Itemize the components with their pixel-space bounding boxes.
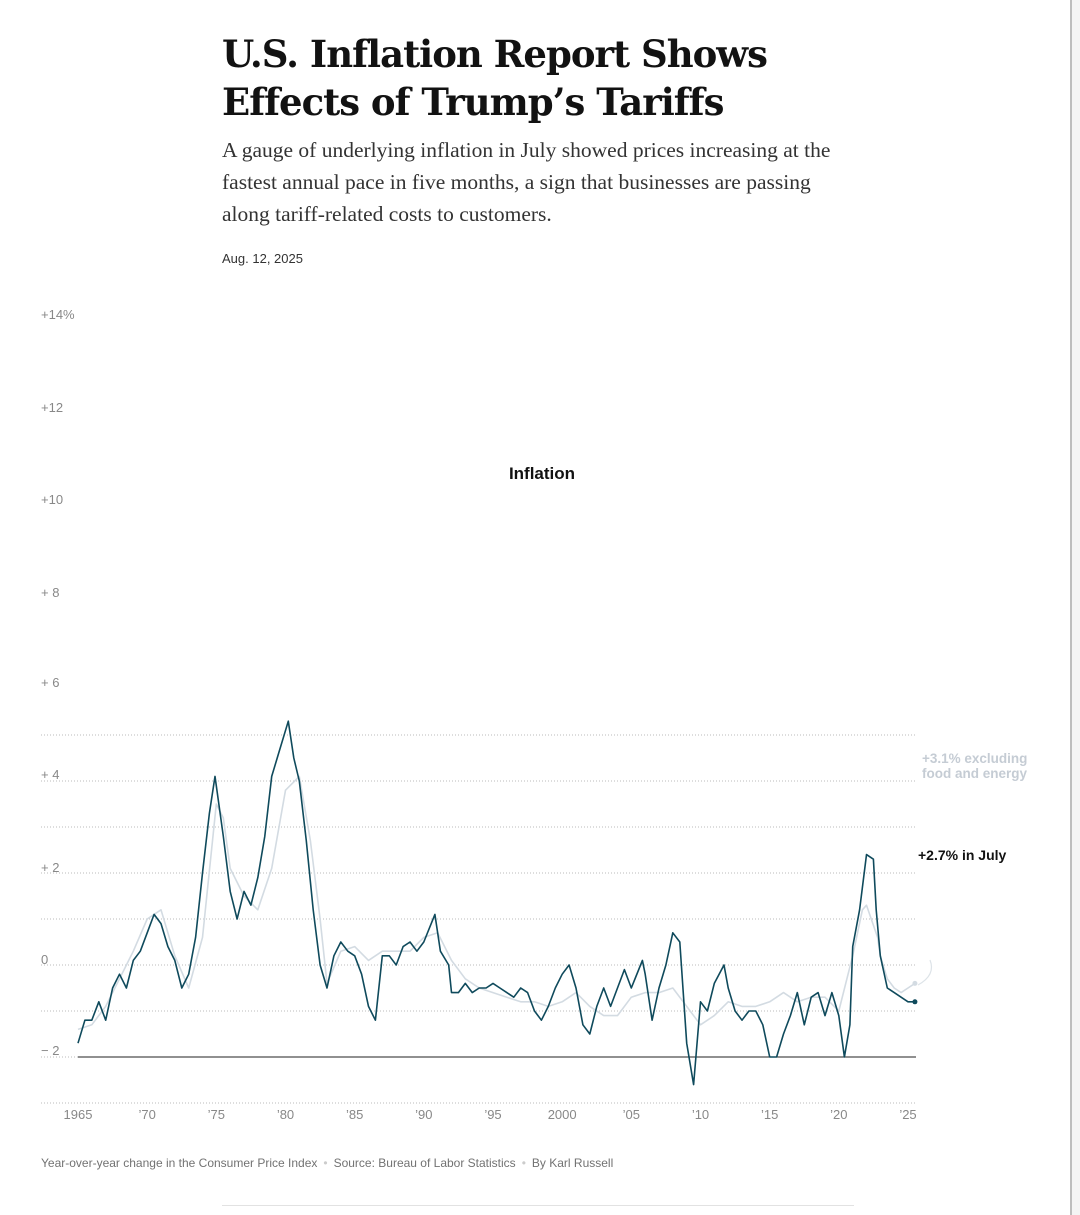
series-lines — [77, 720, 918, 1086]
x-tick-label: ’90 — [415, 1107, 432, 1122]
cpi-line-endpoint — [912, 999, 918, 1005]
core-cpi-line — [77, 775, 916, 1031]
x-tick-label: ’75 — [208, 1107, 225, 1122]
chart-byline: By Karl Russell — [531, 1156, 614, 1170]
x-tick-label: 2000 — [548, 1107, 577, 1122]
core-cpi-label: +3.1% excluding — [922, 751, 1027, 766]
x-tick-label: ’20 — [830, 1107, 847, 1122]
y-axis: +14% +12 +10 + 8 + 6 + 4 + 2 0 − 2 — [41, 307, 75, 1058]
chart-credits: Year-over-year change in the Consumer Pr… — [41, 1156, 613, 1170]
separator-dot: • — [521, 1156, 526, 1170]
x-tick-label: ’85 — [346, 1107, 363, 1122]
y-tick-label: +12 — [41, 400, 63, 415]
chart-title: Inflation — [508, 464, 576, 483]
x-tick-label: ’05 — [623, 1107, 640, 1122]
y-tick-label: +14% — [41, 307, 75, 322]
separator-dot: • — [323, 1156, 328, 1170]
y-tick-label: − 2 — [41, 1043, 59, 1058]
cpi-label: +2.7% in July — [918, 847, 1007, 863]
x-tick-label: 1965 — [64, 1107, 93, 1122]
publish-date: Aug. 12, 2025 — [222, 251, 303, 266]
core-cpi-line-endpoint — [912, 980, 918, 986]
y-tick-label: +10 — [41, 492, 63, 507]
chart-description: Year-over-year change in the Consumer Pr… — [41, 1156, 318, 1170]
x-axis: 1965 ’70 ’75 ’80 ’85 ’90 ’95 2000 ’05 ’10 ’15 ’20 ’2… — [64, 1107, 917, 1122]
x-tick-label: ’15 — [761, 1107, 778, 1122]
scrollbar[interactable] — [1070, 0, 1080, 1215]
summary: A gauge of underlying inflation in July … — [222, 138, 831, 226]
x-tick-label: ’25 — [899, 1107, 916, 1122]
y-tick-label: + 4 — [41, 767, 59, 782]
gridlines — [41, 734, 916, 1104]
x-tick-label: ’80 — [277, 1107, 294, 1122]
x-tick-label: ’70 — [138, 1107, 155, 1122]
y-tick-label: + 2 — [41, 860, 59, 875]
inflation-chart: +14% +12 +10 + 8 + 6 + 4 + 2 0 − 2 1965 ’70 ’75 ’80… — [41, 307, 1027, 1122]
cpi-line — [77, 720, 915, 1086]
headline: U.S. Inflation Report Shows Effects of T… — [222, 32, 768, 124]
x-tick-label: ’10 — [692, 1107, 709, 1122]
chart-source: Source: Bureau of Labor Statistics — [333, 1156, 516, 1170]
annotation-arrow — [917, 959, 933, 986]
y-tick-label: 0 — [41, 952, 48, 967]
y-tick-label: + 8 — [41, 585, 59, 600]
y-tick-label: + 6 — [41, 675, 59, 690]
x-tick-label: ’95 — [484, 1107, 501, 1122]
section-divider — [222, 1205, 854, 1206]
core-cpi-label: food and energy — [922, 766, 1027, 781]
